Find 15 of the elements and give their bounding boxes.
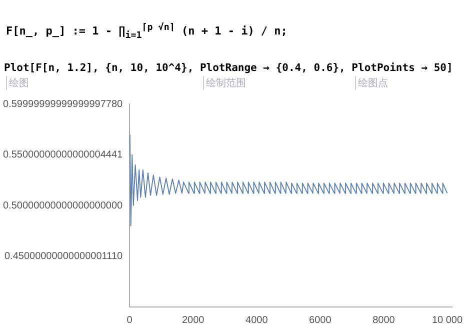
y-tick-label: 0.59999999999999997780 [2, 98, 123, 110]
x-tick-label: 0 [126, 314, 133, 326]
y-tick-label: 0.45000000000000001110 [4, 251, 123, 262]
text: F[n_, p_] := 1 - ∏$_{i=1}$$^{⌈p √n⌉}$ (n + 1 - i) / n; [6, 22, 288, 41]
y-tick-label: 0.55000000000000004441 [2, 150, 123, 160]
x-tick-label: 2000 [182, 314, 205, 326]
x-tick-label: 6000 [309, 314, 332, 326]
x-tick-label: 4000 [246, 314, 268, 326]
text: Plot[F[n, 1.2], {n, 10, 10^4}, PlotRange → {0.4, 0.6}, PlotPoints → 50] [4, 62, 453, 74]
x-tick-label: 10 000 [432, 314, 463, 326]
y-tick-label: 0.50000000000000000000 [2, 200, 123, 212]
text: 绘图点 [355, 76, 388, 90]
text: 绘图 [6, 76, 29, 90]
text: 绘制范围 [203, 76, 246, 90]
x-tick-label: 8000 [372, 314, 396, 326]
